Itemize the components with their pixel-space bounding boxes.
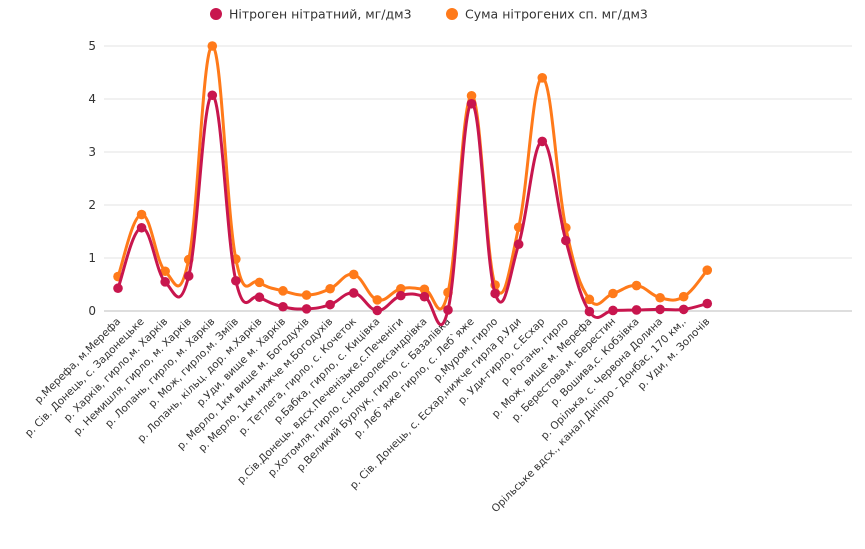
data-point-total-nitrogen[interactable] (537, 73, 548, 83)
data-point-total-nitrogen[interactable] (584, 294, 595, 305)
legend-item-total-nitrogen[interactable]: Сума нітрогених сп. мг/дм3 (446, 7, 648, 22)
data-point-nitrate[interactable] (561, 235, 571, 246)
data-point-nitrate[interactable] (207, 90, 218, 101)
data-point-nitrate[interactable] (183, 271, 194, 281)
data-point-nitrate[interactable] (301, 304, 312, 314)
data-point-nitrate[interactable] (231, 275, 241, 286)
data-point-total-nitrogen[interactable] (631, 280, 642, 291)
data-point-nitrate[interactable] (160, 277, 170, 287)
data-point-total-nitrogen[interactable] (702, 265, 713, 275)
data-point-nitrate[interactable] (513, 239, 524, 250)
data-point-nitrate[interactable] (396, 290, 406, 301)
y-tick-label: 4 (88, 92, 96, 106)
data-point-nitrate[interactable] (278, 301, 288, 312)
data-point-total-nitrogen[interactable] (466, 91, 477, 101)
legend-label-nitrate: Нітроген нітратний, мг/дм3 (229, 7, 412, 22)
data-point-nitrate[interactable] (490, 288, 500, 299)
data-point-nitrate[interactable] (608, 305, 618, 316)
data-point-total-nitrogen[interactable] (325, 283, 335, 294)
data-point-nitrate[interactable] (678, 304, 689, 315)
data-point-total-nitrogen[interactable] (678, 291, 689, 302)
y-tick-label: 3 (88, 145, 96, 159)
data-point-nitrate[interactable] (631, 305, 642, 315)
data-point-total-nitrogen[interactable] (207, 41, 218, 51)
series-line-total-nitrogen (116, 44, 709, 311)
legend-marker-total-nitrogen (446, 8, 458, 20)
data-point-nitrate[interactable] (466, 98, 477, 109)
data-point-nitrate[interactable] (372, 305, 383, 316)
data-point-total-nitrogen[interactable] (301, 290, 312, 300)
y-tick-label: 5 (88, 39, 96, 53)
data-point-total-nitrogen[interactable] (278, 286, 288, 296)
data-point-nitrate[interactable] (702, 298, 713, 309)
y-axis-ticks: 0 1 2 3 4 5 (88, 39, 96, 318)
data-point-nitrate[interactable] (136, 222, 147, 233)
legend-item-nitrate[interactable]: Нітроген нітратний, мг/дм3 (210, 7, 412, 22)
data-point-total-nitrogen[interactable] (396, 283, 406, 294)
data-point-total-nitrogen[interactable] (254, 277, 265, 288)
data-point-total-nitrogen[interactable] (419, 284, 430, 295)
data-point-nitrate[interactable] (655, 304, 665, 315)
series-lines (113, 41, 713, 327)
data-point-nitrate[interactable] (419, 291, 430, 302)
y-tick-label: 2 (88, 198, 96, 212)
data-point-nitrate[interactable] (584, 306, 595, 317)
data-point-total-nitrogen[interactable] (372, 295, 383, 305)
data-point-total-nitrogen[interactable] (160, 266, 170, 277)
gridlines (104, 45, 852, 312)
data-point-total-nitrogen[interactable] (608, 288, 618, 299)
legend-marker-nitrate (210, 8, 222, 20)
y-tick-label: 1 (88, 251, 96, 265)
data-point-total-nitrogen[interactable] (348, 269, 359, 280)
data-point-total-nitrogen[interactable] (136, 209, 147, 220)
data-point-nitrate[interactable] (443, 305, 453, 315)
data-point-total-nitrogen[interactable] (655, 292, 665, 303)
data-point-nitrate[interactable] (348, 288, 359, 298)
legend: Нітроген нітратний, мг/дм3 Сума нітроген… (210, 7, 648, 22)
data-point-nitrate[interactable] (537, 136, 548, 147)
data-point-nitrate[interactable] (254, 292, 265, 303)
y-tick-label: 0 (88, 304, 96, 318)
legend-label-total-nitrogen: Сума нітрогених сп. мг/дм3 (465, 7, 648, 22)
data-point-nitrate[interactable] (325, 299, 335, 310)
data-point-nitrate[interactable] (113, 283, 123, 294)
